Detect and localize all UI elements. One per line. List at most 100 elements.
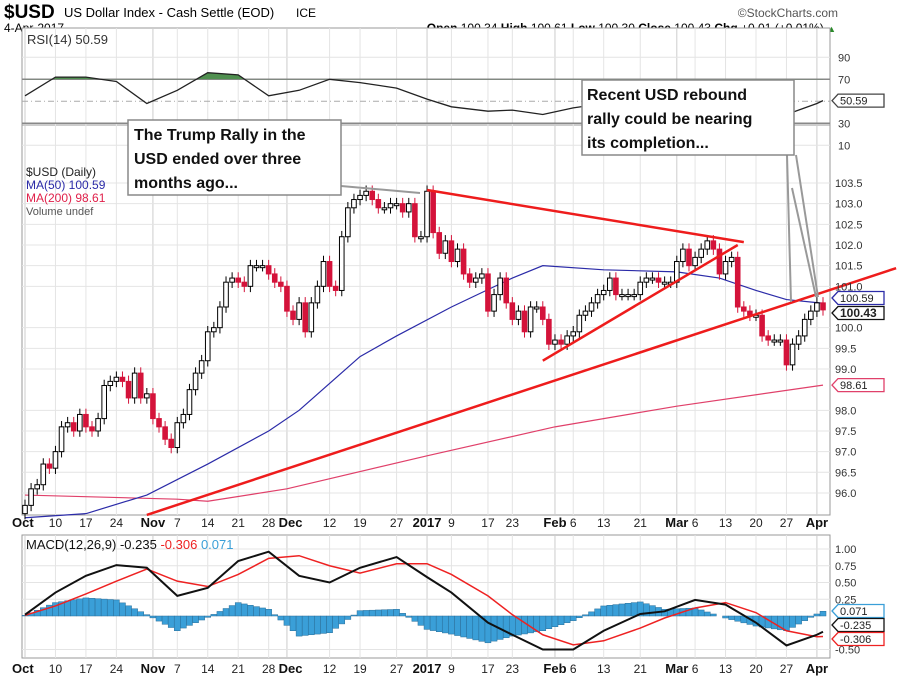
candle-body — [369, 190, 376, 201]
price-legend: $USD (Daily) MA(50) 100.59 MA(200) 98.61… — [26, 165, 106, 218]
x-tick-label: Mar — [665, 515, 688, 530]
candle — [314, 280, 321, 309]
candle-body — [801, 318, 808, 337]
candle-body — [302, 302, 309, 333]
candle — [704, 235, 711, 255]
histogram-bar — [283, 615, 291, 626]
candle — [186, 383, 193, 421]
candle-body — [424, 190, 430, 238]
candle-body — [131, 372, 138, 399]
histogram-bar — [442, 615, 449, 634]
candle — [570, 326, 577, 342]
histogram-bar — [326, 615, 333, 633]
candle-body — [399, 203, 406, 213]
histogram-bar — [801, 615, 808, 621]
x-tick-label: 23 — [506, 662, 520, 676]
axes: OctOct101017172424NovNov77141421212828De… — [12, 52, 863, 676]
candle — [491, 288, 497, 317]
candle — [405, 197, 412, 218]
candle-body — [661, 281, 668, 285]
candle — [436, 226, 443, 260]
candle — [418, 230, 424, 243]
histogram-bar — [180, 615, 187, 629]
candle — [606, 272, 613, 297]
histogram-bar — [320, 615, 327, 634]
candle-body — [430, 190, 436, 234]
histogram-bar — [435, 615, 443, 632]
candle — [95, 412, 101, 437]
legend-ma50: MA(50) 100.59 — [26, 178, 106, 192]
candle — [692, 251, 698, 272]
candle-body — [70, 422, 77, 432]
candle-body — [479, 273, 485, 279]
candle — [229, 272, 235, 288]
x-tick-label: 2017 — [413, 515, 442, 530]
histogram-bar — [411, 615, 419, 622]
candle-body — [40, 463, 47, 486]
candle-body — [58, 426, 65, 453]
candle — [113, 371, 120, 388]
candle — [795, 330, 802, 350]
candle — [820, 297, 826, 316]
x-tick-label: Dec — [279, 661, 303, 676]
macd-tick-label: -0.50 — [835, 645, 860, 657]
macd-tick-label: 1.00 — [835, 544, 856, 556]
price-tick-label: 100.0 — [835, 323, 863, 335]
candle-body — [783, 339, 790, 366]
histogram-bar — [228, 605, 236, 617]
signal-tag-shape — [831, 631, 885, 647]
candle — [619, 288, 625, 301]
x-tick-label: 6 — [692, 662, 699, 676]
exchange: ICE — [296, 6, 316, 20]
x-tick-label: 28 — [262, 516, 276, 530]
histogram-bar — [606, 605, 614, 617]
candle-body — [64, 422, 71, 428]
histogram-bar — [222, 608, 230, 617]
histogram-bar — [728, 615, 735, 620]
x-tick-label: Oct — [12, 515, 34, 530]
histogram-bar — [362, 610, 370, 617]
candle — [710, 235, 717, 255]
candle-body — [533, 306, 540, 310]
macd-tag-text: -0.235 — [840, 620, 871, 632]
candle-body — [771, 339, 778, 343]
ma50-tag-text: 100.59 — [840, 293, 874, 305]
candle-body — [472, 277, 479, 283]
candle-body — [728, 256, 735, 263]
histogram-bar — [789, 615, 796, 628]
candle-body — [265, 265, 272, 275]
signal-tag-text: -0.306 — [840, 634, 871, 646]
candle — [52, 445, 59, 474]
histogram-bar — [563, 615, 571, 623]
candle-body — [259, 265, 266, 269]
histogram-bar — [247, 605, 254, 617]
candle-body — [454, 248, 461, 263]
candle — [278, 276, 284, 293]
candle — [107, 375, 114, 392]
candle — [777, 334, 784, 346]
candle-body — [613, 277, 619, 296]
histogram-bar — [125, 605, 132, 617]
candle-body — [387, 203, 394, 209]
histogram-bar — [417, 615, 425, 626]
histogram-bar — [149, 615, 157, 619]
histogram-bar — [454, 615, 461, 636]
candle — [643, 272, 650, 288]
histogram-bar — [338, 615, 346, 625]
candle — [83, 408, 89, 433]
histogram-bar — [119, 602, 126, 617]
histogram-bar — [82, 597, 90, 617]
x-tick-label: 13 — [597, 662, 611, 676]
candle — [40, 458, 47, 491]
histogram-bar — [289, 615, 297, 631]
candle-body — [381, 207, 388, 211]
rsi-tick-label: 70 — [838, 74, 850, 86]
candle — [387, 197, 394, 214]
histogram-bar — [618, 603, 626, 617]
macd-tick-label: 0.50 — [835, 578, 856, 590]
annotation-line: months ago... — [134, 175, 238, 192]
candle-body — [546, 318, 552, 345]
histogram-bar — [783, 615, 790, 631]
histogram-bar — [502, 615, 510, 639]
candle — [351, 193, 357, 214]
